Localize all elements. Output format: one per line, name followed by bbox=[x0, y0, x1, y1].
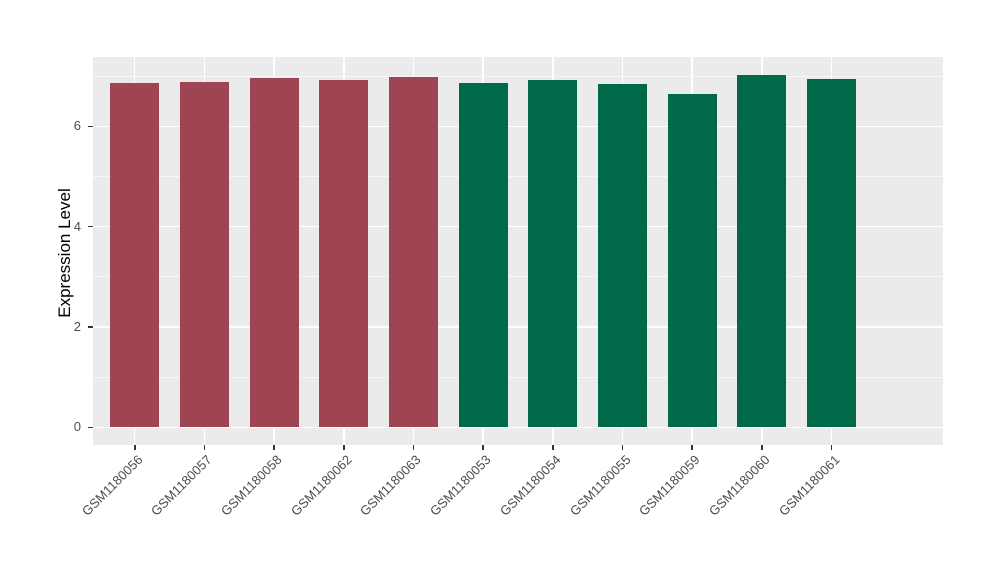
bar-GSM1180060 bbox=[737, 74, 787, 428]
plot-panel bbox=[93, 57, 943, 445]
bar-GSM1180056 bbox=[110, 83, 160, 428]
x-tick-label: GSM1180062 bbox=[287, 452, 355, 519]
minor-gridline bbox=[93, 75, 943, 77]
minor-gridline bbox=[93, 376, 943, 378]
bar-GSM1180058 bbox=[249, 77, 299, 428]
bar-GSM1180059 bbox=[667, 93, 717, 428]
x-axis-tick bbox=[830, 445, 833, 450]
x-axis-tick bbox=[621, 445, 624, 450]
y-axis-tick bbox=[88, 225, 93, 228]
x-tick-label: GSM1180058 bbox=[218, 452, 285, 519]
x-tick-label: GSM1180057 bbox=[148, 452, 216, 519]
x-tick-label: GSM1180053 bbox=[427, 452, 494, 519]
major-gridline bbox=[93, 326, 943, 328]
y-axis-tick bbox=[88, 426, 93, 429]
x-axis-tick bbox=[273, 445, 275, 450]
x-axis-tick bbox=[203, 445, 206, 450]
major-gridline bbox=[93, 426, 943, 429]
y-tick-label: 4 bbox=[73, 218, 81, 234]
bar-GSM1180057 bbox=[180, 81, 229, 428]
x-axis-tick bbox=[412, 445, 415, 450]
y-axis-tick bbox=[88, 125, 93, 128]
x-tick-label: GSM1180059 bbox=[636, 452, 703, 519]
bar-GSM1180062 bbox=[319, 80, 369, 428]
y-tick-label: 0 bbox=[73, 419, 81, 435]
x-axis-tick bbox=[691, 445, 693, 450]
major-gridline bbox=[93, 225, 943, 228]
x-axis-tick bbox=[552, 445, 554, 450]
x-tick-label: GSM1180060 bbox=[705, 452, 773, 519]
bar-GSM1180054 bbox=[528, 80, 578, 428]
y-axis-title: Expression Level bbox=[55, 188, 74, 318]
minor-gridline bbox=[93, 176, 943, 178]
x-tick-label: GSM1180055 bbox=[566, 452, 634, 519]
bar-GSM1180053 bbox=[458, 82, 508, 428]
x-tick-label: GSM1180063 bbox=[357, 452, 425, 519]
y-tick-label: 6 bbox=[73, 118, 81, 134]
x-axis-tick bbox=[343, 445, 345, 450]
x-axis-tick bbox=[482, 445, 484, 450]
major-gridline bbox=[93, 125, 943, 127]
y-tick-label: 2 bbox=[73, 319, 81, 335]
bar-GSM1180055 bbox=[598, 83, 647, 428]
x-tick-label: GSM1180054 bbox=[496, 452, 564, 519]
x-tick-label: GSM1180061 bbox=[775, 452, 843, 519]
x-tick-label: GSM1180056 bbox=[78, 452, 146, 519]
x-axis-tick bbox=[761, 445, 763, 450]
y-axis-tick bbox=[88, 326, 93, 328]
bar-GSM1180061 bbox=[807, 78, 856, 428]
x-axis-tick bbox=[134, 445, 136, 450]
bar-GSM1180063 bbox=[389, 76, 438, 428]
minor-gridline bbox=[93, 276, 943, 278]
